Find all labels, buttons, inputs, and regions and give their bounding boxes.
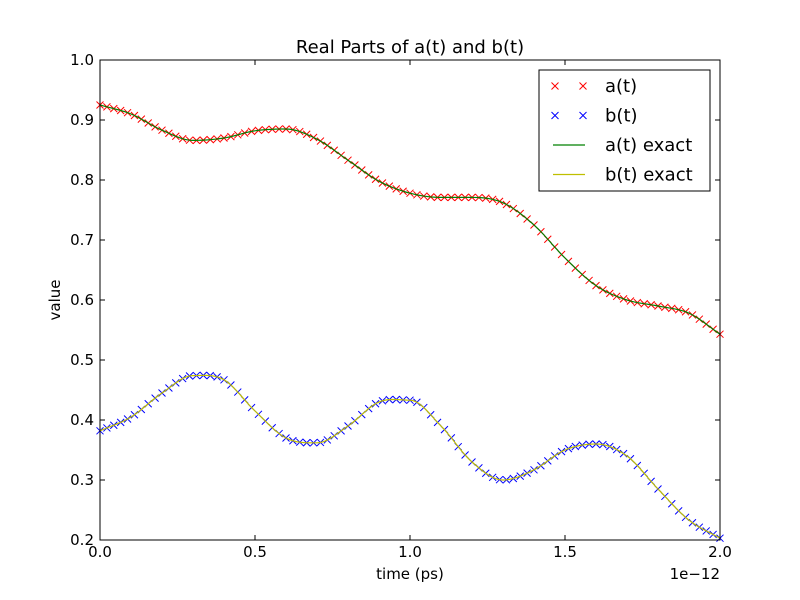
y-tick-label: 0.5 [70,351,94,369]
y-axis: 0.2 0.3 0.4 0.5 0.6 0.7 0.8 0.9 1.0 [70,51,720,549]
x-offset-text: 1e−12 [670,565,720,583]
chart-title: Real Parts of a(t) and b(t) [296,37,524,58]
y-tick-label: 0.2 [70,531,94,549]
x-tick-label: 2.0 [708,543,732,561]
y-tick-label: 0.4 [70,411,94,429]
legend-label: b(t) exact [605,165,693,186]
x-axis: 0.0 0.5 1.0 1.5 2.0 [88,60,732,561]
legend-label: a(t) [605,76,637,97]
legend-entry: a(t) exact [553,135,692,156]
legend-marker [551,111,559,120]
y-tick-label: 0.9 [70,111,94,129]
legend-entry: a(t) [551,76,637,97]
legend-frame [538,69,711,192]
y-tick-label: 0.6 [70,291,94,309]
series-layer [96,101,724,543]
legend-marker [579,82,587,90]
y-tick-label: 0.8 [70,171,94,189]
legend: a(t) b(t) a(t) exact b(t) exact [538,69,711,192]
legend-entry: b(t) exact [553,165,693,186]
y-tick-label: 0.7 [70,231,94,249]
legend-label: a(t) exact [605,135,692,156]
legend-label: b(t) [605,106,638,127]
series-line-a-t-exact [99,104,721,335]
x-tick-label: 1.0 [398,543,422,561]
x-axis-label: time (ps) [376,565,444,583]
y-axis-label: value [46,280,64,321]
x-tick-label: 1.5 [553,543,577,561]
legend-entry: b(t) [551,106,638,127]
legend-marker [579,111,587,120]
x-tick-label: 0.0 [88,543,112,561]
y-tick-label: 0.3 [70,471,94,489]
x-tick-label: 0.5 [243,543,267,561]
y-tick-label: 1.0 [70,51,94,69]
legend-marker [551,82,559,90]
series-line-b-t-exact [99,374,721,539]
